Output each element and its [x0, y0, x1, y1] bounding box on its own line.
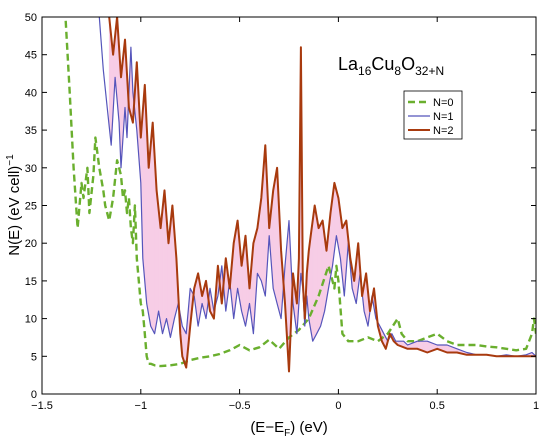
- series-layer: [64, 17, 536, 373]
- y-tick-label: 30: [25, 163, 37, 175]
- formula-symbol: O: [401, 54, 415, 74]
- y-tick-label: 15: [25, 276, 37, 288]
- y-tick-label: 5: [31, 351, 37, 363]
- legend-label-n1: N=1: [433, 111, 454, 123]
- legend-label-n2: N=2: [433, 125, 454, 137]
- x-tick-label: −1.5: [31, 400, 53, 412]
- y-tick-label: 25: [25, 201, 37, 213]
- x-axis-label-subscript: F: [284, 428, 290, 439]
- formula-subscript: 8: [394, 64, 401, 78]
- series-line-n2: [108, 17, 536, 373]
- series-line-n1: [98, 17, 536, 357]
- y-tick-label: 50: [25, 12, 37, 24]
- legend: N=0 N=1 N=2: [403, 90, 463, 140]
- formula-symbol: La: [338, 54, 359, 74]
- y-tick-label: 40: [25, 87, 37, 99]
- x-tick-label: 1: [533, 400, 539, 412]
- x-axis-label: (E−EF) (eV): [250, 419, 327, 439]
- y-axis-label-superscript: −1: [5, 154, 16, 166]
- y-tick-label: 35: [25, 125, 37, 137]
- y-tick-label: 45: [25, 50, 37, 62]
- formula-symbol: Cu: [371, 54, 394, 74]
- legend-label-n0: N=0: [433, 97, 454, 109]
- x-axis-label-part-2: ) (eV): [290, 419, 328, 436]
- series-line-n0: [64, 20, 536, 368]
- formula-subscript: 32+N: [415, 64, 444, 78]
- y-axis-label: N(E) (eV cell)−1: [5, 154, 23, 256]
- x-tick-label: −1: [135, 400, 148, 412]
- y-tick-label: 20: [25, 238, 37, 250]
- x-tick-label: 0.5: [430, 400, 445, 412]
- x-tick-label: 0: [335, 400, 341, 412]
- y-axis-label-part-1: N(E) (eV cell): [6, 166, 23, 256]
- x-tick-label: −0.5: [229, 400, 251, 412]
- y-tick-label: 0: [31, 389, 37, 401]
- y-tick-label: 10: [25, 314, 37, 326]
- formula-annotation: La16Cu8O32+N: [338, 54, 444, 78]
- formula-subscript: 16: [358, 64, 372, 78]
- x-axis-label-part-1: (E−E: [250, 419, 284, 436]
